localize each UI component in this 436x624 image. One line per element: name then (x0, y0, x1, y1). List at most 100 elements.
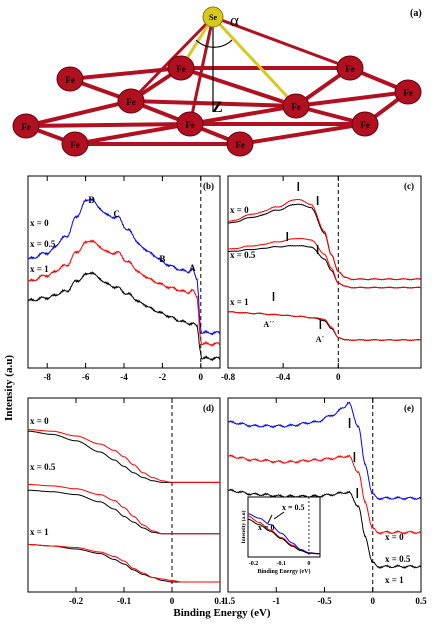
panel-a-tag: (a) (410, 8, 422, 19)
fe-atom-label: Fe (360, 120, 370, 130)
fe-atom (167, 55, 195, 81)
x-tick-label: -0.2 (69, 596, 84, 606)
fe-atom-label: Fe (345, 64, 355, 74)
series-label: x = 0.5 (30, 239, 56, 249)
series-label: x = 0 (385, 532, 404, 542)
panel-tag: (e) (404, 403, 414, 413)
inset-x-label: Binding Energy (eV) (257, 568, 310, 575)
x-tick-label: -0.4 (276, 372, 291, 382)
x-axis-label: Binding Energy (eV) (173, 607, 271, 619)
x-tick-label: -8 (43, 372, 51, 382)
series-line (227, 401, 422, 501)
series-label: x = 1 (230, 297, 249, 307)
series-line (28, 544, 220, 583)
y-axis-label: Intensity (a.u) (3, 355, 15, 421)
fe-atom-label: Fe (70, 140, 80, 150)
inset-arrow (273, 511, 285, 520)
peak-label: B (159, 254, 165, 264)
fe-atom-label: Fe (185, 120, 195, 130)
angle-arc (195, 39, 233, 48)
peak-label: A (189, 263, 196, 273)
series-label: x = 1 (385, 575, 404, 585)
fe-atom (61, 131, 89, 157)
series-label: x = 0.5 (30, 462, 56, 472)
lattice-bond (74, 122, 191, 146)
x-tick-label: -0.5 (317, 596, 332, 606)
panel-tag: (d) (203, 403, 214, 413)
series-line (227, 203, 422, 281)
series-line (227, 237, 422, 289)
fe-atom-label: Fe (403, 88, 413, 98)
x-tick-label: -2 (159, 372, 167, 382)
inset-arrow (267, 514, 273, 524)
lattice-bond (295, 90, 409, 108)
fe-atom-label: Fe (176, 64, 186, 74)
series-line (227, 244, 422, 289)
inset-frame (247, 496, 321, 558)
series-label: x = 1 (30, 527, 49, 537)
feature-label: A´ (316, 335, 325, 344)
fe-atom (12, 113, 40, 139)
fe-atom (351, 111, 379, 137)
x-tick-label: 0.1 (214, 596, 226, 606)
peak-label: D (88, 195, 95, 205)
fe-atom (282, 93, 310, 119)
x-tick-label: -0.1 (117, 596, 132, 606)
inset-tick-label: -0.1 (276, 561, 286, 567)
panel-frame (27, 397, 221, 593)
lattice-bond (25, 122, 191, 128)
series-line (28, 544, 220, 583)
series-line (227, 310, 422, 342)
se-atom-label: Se (209, 13, 217, 22)
fe-atom (394, 79, 422, 105)
series-line (28, 429, 220, 483)
fe-atom-label: Fe (235, 140, 245, 150)
series-line (27, 271, 221, 362)
lattice-bond (239, 122, 366, 146)
inset-y-label: Intensity (a.u) (240, 510, 247, 543)
photoemission-panels: (b) -8 -6 -4 -2 0 x = 0 x = 0.5 x = 1 D C B A (c) -0.8… (27, 175, 427, 606)
x-tick-label: 0 (371, 596, 376, 606)
panel-frame (227, 175, 422, 369)
fe-atom (226, 131, 254, 157)
series-line (227, 198, 422, 281)
series-label: x = 0.5 (230, 250, 256, 260)
inset-series-line (247, 518, 321, 555)
x-tick-label: -1 (273, 596, 281, 606)
peak-label: C (113, 209, 120, 219)
x-tick-label: 0.5 (415, 596, 427, 606)
inset-tick-label: 0 (307, 561, 310, 567)
series-label: x = 0 (230, 205, 249, 215)
fe-atom-label: Fe (21, 122, 31, 132)
fe-atom (117, 88, 145, 114)
x-tick-label: -6 (82, 372, 90, 382)
fe-atom-label: Fe (126, 97, 136, 107)
lattice-bond (25, 99, 132, 128)
x-tick-label: 0 (199, 372, 204, 382)
series-label: x = 0 (30, 218, 49, 228)
series-line (27, 239, 221, 347)
height-z-label: Z (212, 99, 223, 116)
lattice-bond (189, 104, 297, 126)
series-line (227, 310, 422, 342)
series-line (227, 488, 422, 570)
panel-tag: (b) (203, 181, 214, 191)
inset-tick-label: -0.2 (249, 561, 259, 567)
se-atom (202, 6, 224, 28)
series-label: x = 1 (30, 264, 49, 274)
series-line (227, 454, 422, 535)
x-tick-label: -1.5 (221, 596, 236, 606)
series-label: x = 0.5 (385, 554, 411, 564)
se-fe-bond (211, 15, 298, 108)
crystal-structure-diagram: Fe Fe Fe Fe Fe Fe Fe Fe Fe Fe Fe Se (12, 6, 422, 157)
se-fe-bond (188, 16, 215, 125)
fe-atom-label: Fe (291, 102, 301, 112)
x-tick-label: 0 (336, 372, 341, 382)
fe-atom (176, 111, 204, 137)
x-tick-label: -0.8 (221, 372, 236, 382)
inset-label: x = 0 (258, 523, 275, 532)
inset-series-line (247, 513, 321, 555)
series-line (27, 197, 221, 336)
x-tick-label: -4 (120, 372, 128, 382)
angle-alpha-label: α (230, 11, 239, 30)
